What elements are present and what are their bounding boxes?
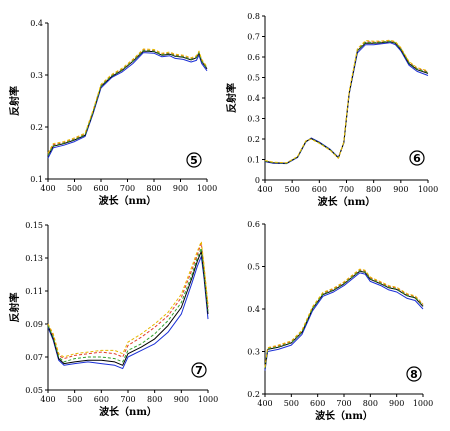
x-tick-label: 1000: [413, 399, 433, 408]
series-line-1: [264, 272, 424, 371]
y-tick-label: 0.6: [247, 53, 260, 62]
x-tick-label: 400: [40, 395, 55, 404]
x-tick-label: 400: [257, 399, 272, 408]
x-tick-label: 900: [173, 184, 188, 193]
y-tick-label: 0.8: [247, 12, 260, 21]
y-tick-label: 0.4: [30, 19, 43, 28]
x-axis-title: 波长（nm）: [99, 194, 157, 207]
x-tick-label: 700: [120, 395, 135, 404]
panel-number-label: 6: [413, 152, 421, 165]
y-axis-title: 反射率: [8, 293, 21, 323]
series-line-3: [264, 269, 424, 368]
x-axis-title: 波长（nm）: [99, 405, 157, 418]
x-tick-label: 600: [312, 185, 327, 194]
series-line-1: [47, 52, 208, 159]
y-tick-label: 0.5: [247, 263, 260, 272]
x-tick-label: 400: [40, 184, 55, 193]
panel-number-circle: [409, 150, 425, 166]
x-axis-title: 波长（nm）: [318, 195, 376, 208]
series-line-5: [47, 48, 208, 154]
panel-6: 400 500 600 700 800 900 1000 0 0.1 0.2 0.3 0.4 0.5 0.…: [225, 12, 438, 208]
x-tick-label: 700: [336, 399, 351, 408]
series-line-5: [264, 268, 424, 368]
panel-7: 400 500 600 700 800 900 1000 0.05 0.07 0.09 0.11 0.…: [8, 221, 218, 418]
y-axis-title: 反射率: [8, 86, 21, 116]
x-tick-label: 500: [285, 185, 300, 194]
series-line-5: [264, 39, 429, 164]
y-tick-label: 0.2: [30, 123, 43, 132]
x-tick-label: 900: [393, 185, 408, 194]
y-tick-label: 0.5: [247, 74, 260, 83]
x-tick-label: 500: [67, 395, 82, 404]
x-tick-label: 500: [67, 184, 82, 193]
x-tick-label: 600: [310, 399, 325, 408]
y-tick-label: 0.3: [247, 348, 260, 357]
y-tick-label: 0.4: [247, 305, 260, 314]
panel-number-label: 5: [190, 154, 198, 167]
series-line-2: [264, 41, 429, 164]
series-line-3: [47, 242, 209, 360]
y-tick-label: 0.11: [25, 287, 43, 296]
panel-number-label: 7: [195, 364, 203, 377]
y-tick-label: 0.1: [30, 175, 43, 184]
y-tick-label: 0.15: [25, 221, 43, 230]
panel-number-circle: [191, 362, 207, 378]
y-tick-label: 0.1: [247, 156, 260, 165]
x-tick-label: 500: [284, 399, 299, 408]
y-tick-label: 0.05: [25, 386, 43, 395]
y-tick-label: 0.3: [30, 71, 43, 80]
x-tick-label: 900: [389, 399, 404, 408]
x-tick-label: 600: [94, 395, 109, 404]
series-line-2: [264, 270, 424, 369]
x-tick-label: 800: [363, 399, 378, 408]
y-tick-label: 0.09: [25, 320, 43, 329]
series-line-1: [47, 255, 209, 370]
x-tick-label: 900: [174, 395, 189, 404]
x-tick-label: 800: [366, 185, 381, 194]
panel-number-circle: [186, 152, 202, 168]
x-tick-label: 1000: [197, 184, 217, 193]
y-tick-label: 0.2: [247, 135, 260, 144]
y-tick-label: 0: [255, 176, 260, 185]
series-line-4: [264, 40, 429, 164]
x-axis-title: 波长（nm）: [315, 409, 373, 422]
x-tick-label: 800: [146, 184, 161, 193]
x-tick-label: 600: [93, 184, 108, 193]
y-tick-label: 0.13: [25, 254, 43, 263]
series-line-1: [264, 42, 429, 165]
y-tick-label: 0.6: [247, 220, 260, 229]
series-line-2: [47, 250, 209, 366]
x-tick-label: 700: [120, 184, 135, 193]
x-tick-label: 800: [147, 395, 162, 404]
panel-5: 400 500 600 700 800 900 1000 0.1 0.2 0.3 0.4 波长（nm）…: [8, 19, 217, 207]
series-line-4: [47, 50, 208, 156]
y-tick-label: 0.4: [247, 94, 260, 103]
x-tick-label: 400: [257, 185, 272, 194]
series-line-4: [47, 247, 209, 363]
series-line-3: [264, 40, 429, 164]
x-tick-label: 700: [339, 185, 354, 194]
y-tick-label: 0.7: [247, 33, 260, 42]
y-tick-label: 0.2: [247, 390, 260, 399]
y-axis-title: 反射率: [225, 83, 238, 113]
x-tick-label: 1000: [418, 185, 438, 194]
series-line-5: [47, 241, 209, 358]
panel-8: 400 500 600 700 800 900 1000 0.2 0.3 0.4 0.5 0.6 波长（…: [247, 220, 433, 422]
x-tick-label: 1000: [198, 395, 218, 404]
panel-number-circle: [406, 366, 422, 382]
y-tick-label: 0.3: [247, 115, 260, 124]
y-tick-label: 0.07: [25, 353, 43, 362]
panel-number-label: 8: [410, 368, 418, 381]
